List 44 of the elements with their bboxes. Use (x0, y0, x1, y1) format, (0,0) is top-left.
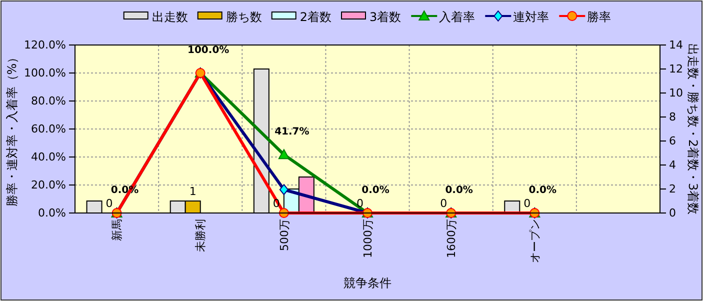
point (279, 184, 288, 196)
y-tick-label: 60.0% (31, 122, 66, 136)
x-tick-label: 1600万 (444, 219, 458, 258)
legend-label: 出走数 (152, 10, 188, 24)
y2-tick-label: 12 (669, 62, 683, 76)
x-axis-title: 競争条件 (344, 276, 392, 290)
x-tick-label: 新馬 (110, 219, 124, 241)
x-tick-label: 未勝利 (194, 219, 208, 252)
data-label: 0 (440, 197, 448, 210)
y2-tick-label: 10 (669, 86, 683, 100)
y-tick-label: 40.0% (31, 150, 66, 164)
x-tick-label: オープン (528, 219, 542, 263)
y-tick-label: 0.0% (38, 206, 66, 220)
legend-label: 入着率 (439, 10, 476, 24)
legend-label: 勝ち数 (226, 10, 262, 24)
y-tick-label: 120.0% (24, 38, 66, 52)
y2-tick-label: 2 (669, 182, 676, 196)
y2-tick-label: 4 (669, 158, 676, 172)
data-label: 0 (524, 197, 531, 210)
data-label: 0.0% (362, 185, 390, 196)
data-label: 0.0% (445, 185, 473, 196)
y2-tick-label: 6 (669, 134, 676, 148)
data-label: 0.0% (528, 185, 557, 196)
y2-axis-title: 出走数・勝ち数・2着数・3着数 (686, 43, 700, 215)
legend-label: 2着数 (300, 10, 332, 24)
y-tick-label: 100.0% (24, 66, 66, 80)
legend-label: 勝率 (587, 10, 612, 24)
bar (86, 200, 102, 214)
x-tick-label: 1000万 (361, 219, 374, 258)
y2-tick-label: 0 (669, 206, 676, 220)
point (278, 149, 290, 160)
legend-label: 連対率 (513, 10, 550, 24)
data-label: 0 (106, 197, 113, 210)
legend-label: 3着数 (370, 10, 402, 24)
data-label: 100.0% (188, 45, 230, 56)
data-label: 0 (356, 197, 364, 210)
y-tick-label: 80.0% (31, 94, 66, 108)
data-label: 41.7% (274, 126, 310, 138)
y-tick-label: 20.0% (31, 178, 66, 192)
y2-tick-label: 8 (669, 110, 676, 124)
y-axis-title: 勝率・連対率・入着率（%） (5, 51, 19, 207)
y2-tick-label: 14 (669, 38, 683, 52)
x-tick-label: 500万 (278, 219, 291, 251)
data-label: 1 (189, 185, 196, 198)
